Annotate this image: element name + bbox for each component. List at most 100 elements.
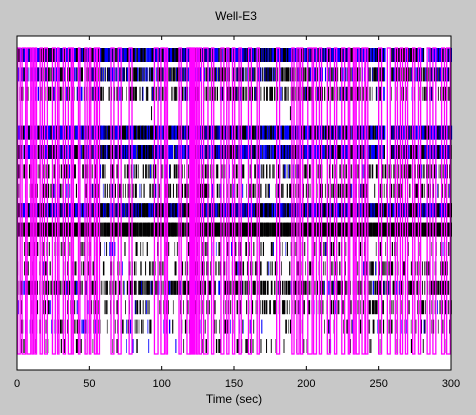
spike-mark [42, 183, 44, 198]
spike-mark [398, 145, 399, 159]
spike-mark [25, 48, 28, 62]
spike-mark [253, 183, 255, 198]
spike-mark [81, 280, 83, 295]
spike-mark [416, 125, 418, 140]
spike-mark [27, 261, 29, 276]
spike-mark [182, 86, 184, 101]
spike-mark [398, 67, 400, 82]
spike-mark [260, 300, 262, 315]
spike-mark [36, 48, 39, 62]
spike-mark [53, 164, 55, 179]
spike-mark [286, 300, 288, 315]
spike-mark [145, 261, 147, 276]
spike-mark [309, 280, 310, 295]
spike-mark [233, 86, 235, 101]
spike-mark [368, 48, 370, 62]
spike-mark [272, 164, 274, 179]
spike-mark [274, 67, 276, 82]
spike-mark [253, 319, 255, 334]
spike-mark [215, 280, 216, 295]
spike-mark [327, 280, 329, 295]
spike-mark [137, 48, 139, 62]
spike-mark [172, 319, 174, 334]
spike-mark [216, 222, 218, 237]
spike-mark [141, 48, 143, 62]
spike-mark [440, 67, 441, 82]
spike-mark [24, 164, 26, 179]
spike-mark [370, 164, 372, 179]
spike-mark [63, 280, 65, 295]
spike-mark [345, 280, 347, 295]
spike-mark [211, 222, 213, 237]
spike-mark [273, 67, 274, 82]
spike-mark [168, 183, 170, 198]
spike-mark [221, 67, 223, 82]
spike-mark [324, 145, 326, 159]
spike-mark [76, 125, 78, 140]
spike-mark [273, 242, 274, 256]
spike-mark [196, 67, 198, 82]
spike-mark [285, 145, 287, 159]
spike-mark [138, 48, 141, 62]
spike-mark [116, 222, 119, 237]
spike-mark [173, 145, 175, 159]
spike-mark [125, 125, 127, 140]
spike-mark [448, 280, 450, 295]
spike-mark [252, 48, 254, 62]
spike-mark [294, 48, 296, 62]
spike-mark [201, 203, 203, 218]
spike-mark [154, 280, 156, 295]
spike-mark [214, 67, 216, 82]
spike-mark [321, 183, 323, 198]
spike-mark [52, 145, 55, 159]
spike-mark [295, 183, 297, 198]
spike-mark [351, 319, 353, 334]
spike-mark [206, 145, 208, 159]
spike-mark [203, 261, 205, 276]
spike-mark [433, 67, 435, 82]
spike-mark [252, 339, 254, 353]
spike-mark [409, 164, 411, 179]
spike-mark [309, 164, 311, 179]
spike-mark [181, 145, 183, 159]
spike-mark [67, 280, 69, 295]
spike-mark [264, 203, 266, 218]
spike-mark [18, 164, 20, 179]
spike-mark [272, 242, 274, 256]
spike-mark [250, 86, 252, 101]
spike-mark [264, 145, 266, 159]
spike-mark [63, 242, 65, 256]
spike-mark [80, 86, 82, 101]
spike-mark [254, 280, 256, 295]
spike-mark [81, 67, 83, 82]
spike-mark [210, 86, 212, 101]
spike-mark [127, 183, 129, 198]
spike-mark [371, 261, 374, 276]
spike-mark [384, 203, 386, 218]
spike-mark [69, 280, 71, 295]
spike-mark [280, 125, 282, 140]
spike-mark [254, 164, 256, 179]
spike-mark [151, 203, 153, 218]
spike-mark [102, 67, 104, 82]
spike-mark [270, 67, 271, 82]
spike-mark [211, 67, 213, 82]
spike-mark [168, 145, 170, 159]
spike-mark [345, 203, 347, 218]
spike-mark [168, 222, 171, 237]
spike-mark [23, 339, 25, 353]
spike-mark [417, 125, 418, 140]
spike-mark [343, 86, 344, 101]
spike-mark [230, 125, 232, 140]
spike-mark [363, 125, 365, 140]
spike-mark [262, 222, 264, 237]
spike-mark [249, 67, 250, 82]
spike-mark [101, 67, 103, 82]
spike-mark [279, 48, 282, 62]
spike-mark [279, 203, 281, 218]
spike-mark [383, 86, 384, 101]
spike-mark [421, 183, 424, 198]
spike-mark [246, 67, 248, 82]
spike-mark [145, 300, 146, 315]
spike-mark [23, 164, 25, 179]
